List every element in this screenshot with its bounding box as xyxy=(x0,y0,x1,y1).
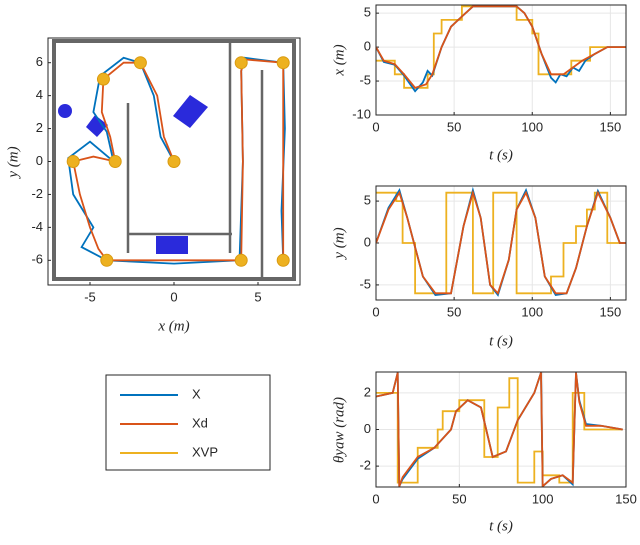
y-tick-label: 2 xyxy=(364,384,371,399)
axes-box xyxy=(375,371,627,488)
x-tick-label: 0 xyxy=(372,119,379,134)
x-tick-label: 100 xyxy=(521,119,543,134)
y-tick-label: 0 xyxy=(364,234,371,249)
room-wall xyxy=(52,39,296,281)
y-tick-label: -10 xyxy=(352,106,371,121)
series-line xyxy=(376,191,626,295)
series xyxy=(67,56,286,265)
y-tick-label: -6 xyxy=(31,252,43,267)
x-tick-label: 150 xyxy=(600,304,622,319)
x-tick-label: 150 xyxy=(615,491,637,506)
chart: -5 0 5 -6 -4 -2 0 2 4 6 x (m) y (m) xyxy=(5,37,301,334)
x-tick-label: 150 xyxy=(600,119,622,134)
x-tick-label: 50 xyxy=(447,304,461,319)
waypoint xyxy=(96,72,110,86)
y-tick-label: -2 xyxy=(31,186,43,201)
x-tick-label: 0 xyxy=(372,491,379,506)
waypoint xyxy=(108,155,122,168)
series-line xyxy=(376,377,623,484)
y-tick-label: 0 xyxy=(364,421,371,436)
axes-box xyxy=(375,4,627,116)
x-tick-label: 50 xyxy=(447,119,461,134)
waypoint xyxy=(234,253,248,267)
legend-box xyxy=(105,374,271,471)
x-axis-label: t (s) xyxy=(489,518,513,534)
obstacle xyxy=(173,95,208,128)
series-line xyxy=(376,372,623,487)
x-tick-label: 0 xyxy=(372,304,379,319)
obstacle xyxy=(58,104,72,118)
series-line xyxy=(376,5,626,89)
y-tick-label: 5 xyxy=(364,193,371,208)
series xyxy=(376,186,626,297)
x-tick-label: 5 xyxy=(254,289,261,304)
y-tick-label: 2 xyxy=(36,120,43,135)
waypoint xyxy=(276,56,290,70)
waypoint xyxy=(276,253,290,267)
obstacle xyxy=(156,236,188,254)
y-tick-label: -5 xyxy=(359,276,371,291)
series-line xyxy=(376,5,626,89)
y-tick-label: -5 xyxy=(359,72,371,87)
x-tick-label: 100 xyxy=(532,491,554,506)
series xyxy=(376,5,626,93)
y-axis-label: x (m) xyxy=(331,44,347,76)
legend-label: XVP xyxy=(192,444,218,459)
x-tick-label: 50 xyxy=(452,491,466,506)
y-tick-label: 0 xyxy=(364,39,371,54)
legend-label: X xyxy=(192,386,201,401)
x-tick-label: -5 xyxy=(84,289,96,304)
waypoint xyxy=(234,56,248,70)
chart: 0 50 100 150 -10 -5 0 5 t (s) x (m) xyxy=(331,4,627,163)
series-line xyxy=(67,56,286,265)
chart: 0 50 100 150 -2 0 2 t (s) θyaw (rad) xyxy=(331,371,637,534)
obstacles xyxy=(58,95,208,254)
obstacle xyxy=(86,115,108,137)
y-tick-label: 4 xyxy=(36,87,43,102)
x-axis-label: t (s) xyxy=(489,333,513,349)
y-axis-label: θyaw (rad) xyxy=(331,397,347,463)
axes-box xyxy=(47,37,301,286)
y-tick-label: -2 xyxy=(359,458,371,473)
waypoint xyxy=(66,155,80,168)
y-axis-label: y (m) xyxy=(331,227,347,260)
x-axis-label: t (s) xyxy=(489,147,513,163)
x-tick-label: 0 xyxy=(170,289,177,304)
waypoint xyxy=(167,155,181,168)
y-tick-label: -4 xyxy=(31,219,43,234)
axes-box xyxy=(375,185,627,301)
x-tick-label: 100 xyxy=(521,304,543,319)
y-tick-label: 5 xyxy=(364,5,371,20)
series-line xyxy=(376,189,626,296)
waypoint xyxy=(133,56,147,70)
y-axis-label: y (m) xyxy=(5,146,21,179)
series-line xyxy=(72,58,285,262)
y-tick-label: 0 xyxy=(36,153,43,168)
series xyxy=(376,372,623,487)
room-layout xyxy=(52,39,296,281)
y-tick-label: 6 xyxy=(36,54,43,69)
x-axis-label: x (m) xyxy=(157,318,189,334)
series-line xyxy=(376,5,626,93)
legend-label: Xd xyxy=(192,415,208,430)
waypoint xyxy=(100,253,114,267)
